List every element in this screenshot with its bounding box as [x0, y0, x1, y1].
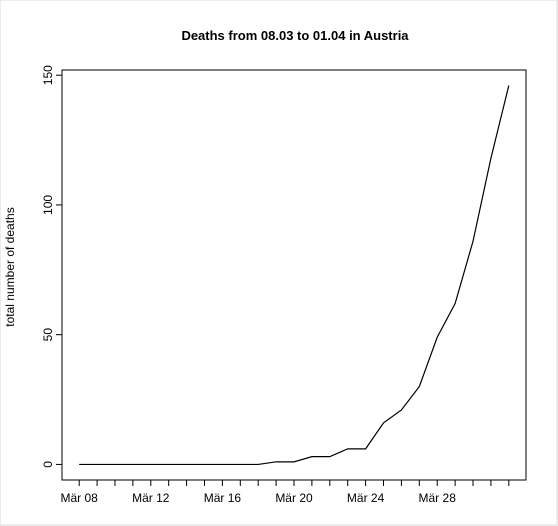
y-tick-label: 150: [41, 65, 55, 85]
x-tick-label: Mär 16: [204, 491, 242, 505]
x-tick-label: Mär 24: [347, 491, 385, 505]
y-tick-label: 100: [41, 195, 55, 215]
y-tick-label: 50: [41, 328, 55, 342]
y-tick-label: 0: [41, 461, 55, 468]
chart-title: Deaths from 08.03 to 01.04 in Austria: [181, 28, 409, 43]
line: [79, 85, 510, 466]
x-tick-label: Mär 08: [61, 491, 99, 505]
y-axis-label: total number of deaths: [3, 207, 17, 326]
x-tick-label: Mär 12: [132, 491, 170, 505]
x-tick-label: Mär 20: [275, 491, 313, 505]
x-tick-label: Mär 28: [419, 491, 457, 505]
